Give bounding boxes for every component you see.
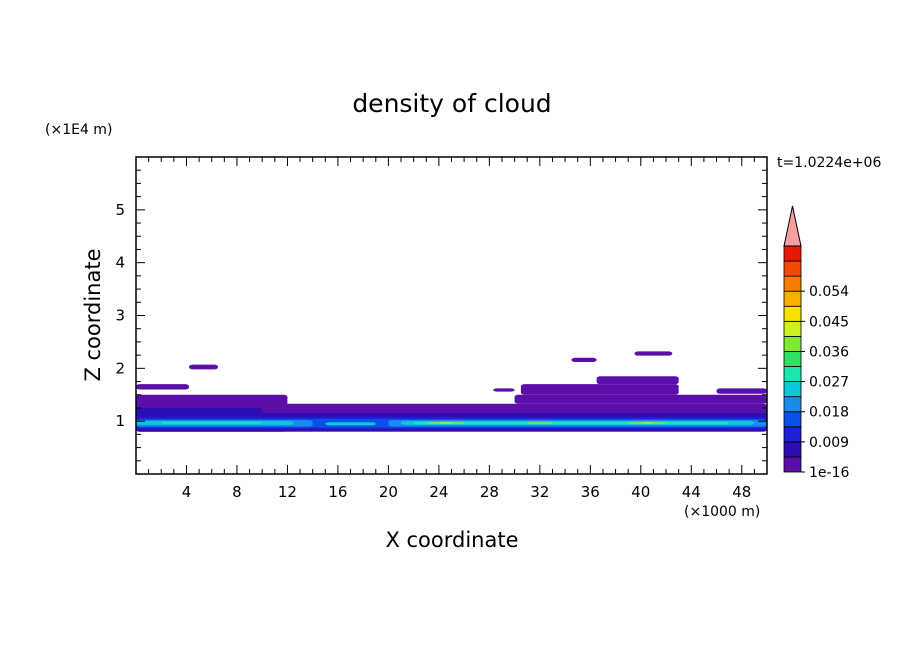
x-tick-label: 4 [182, 483, 192, 501]
colorbar-label: 0.054 [809, 284, 849, 300]
colorbar-extend-arrow [783, 205, 802, 247]
contour-region-level-9 [640, 422, 654, 424]
colorbar-swatch [783, 245, 802, 262]
colorbar-label: 0.009 [809, 435, 849, 451]
x-tick-label: 32 [530, 483, 549, 501]
colorbar-swatch [783, 290, 802, 307]
x-axis-label: X coordinate [385, 528, 518, 552]
colorbar-swatch [783, 456, 802, 473]
contour-region-level-9 [438, 422, 452, 424]
x-tick-label: 16 [328, 483, 347, 501]
x-tick-label: 48 [732, 483, 751, 501]
plot-fills [136, 351, 767, 432]
chart-title: density of cloud [352, 89, 551, 118]
contour-region-level-1 [571, 357, 597, 362]
colorbar-swatch [783, 366, 802, 382]
y-tick-label: 1 [115, 412, 125, 430]
colorbar-swatch [783, 275, 802, 292]
contour-region-level-1 [514, 394, 767, 404]
y-unit-label: (×1E4 m) [45, 122, 112, 138]
x-axis: 4 8 12 16 20 24 28 32 36 40 44 48 [148, 157, 755, 501]
colorbar-label: 0.018 [809, 405, 849, 421]
colorbar-swatch [783, 351, 802, 367]
x-tick-label: 44 [682, 483, 701, 501]
colorbar-swatch [783, 411, 802, 428]
contour-region-level-1 [596, 376, 679, 385]
contour-region-level-1 [136, 384, 190, 390]
contour-region-level-8 [527, 422, 553, 424]
y-tick-label: 3 [115, 307, 125, 325]
colorbar-swatch [783, 441, 802, 458]
x-tick-label: 24 [429, 483, 448, 501]
colorbar-swatch [783, 396, 802, 413]
x-tick-label: 36 [581, 483, 600, 501]
colorbar-swatch [783, 260, 802, 277]
colorbar-swatch [783, 305, 802, 322]
time-label: t=1.0224e+06 [777, 155, 881, 171]
x-tick-label: 8 [232, 483, 242, 501]
y-axis: 1 2 3 4 5 [115, 169, 767, 462]
y-tick-label: 2 [115, 359, 125, 377]
x-unit-label: (×1000 m) [684, 504, 760, 520]
contour-region-level-1 [716, 388, 767, 394]
colorbar-swatch [783, 320, 802, 337]
contour-region-level-1 [189, 364, 219, 370]
contour-region-level-6 [325, 422, 376, 426]
colorbar-swatch [783, 381, 802, 398]
x-tick-label: 28 [480, 483, 499, 501]
colorbar-swatch [783, 335, 802, 352]
y-tick-label: 4 [115, 254, 125, 272]
contour-region-level-1 [520, 384, 679, 395]
colorbar-label: 1e-16 [809, 465, 849, 481]
y-axis-label: Z coordinate [81, 248, 105, 381]
contour-region-level-7 [161, 421, 263, 424]
colorbar-swatch [783, 426, 802, 443]
y-tick-label: 5 [115, 201, 125, 219]
contour-region-level-1 [634, 351, 673, 356]
colorbar: 1e-16 0.009 0.018 0.027 0.036 0.045 0.054 [783, 205, 849, 481]
colorbar-label: 0.036 [809, 344, 849, 360]
colorbar-label: 0.045 [809, 314, 849, 330]
x-tick-label: 12 [278, 483, 297, 501]
x-tick-label: 40 [631, 483, 650, 501]
colorbar-label: 0.027 [809, 375, 849, 391]
x-tick-label: 20 [379, 483, 398, 501]
contour-region-level-1 [493, 388, 515, 392]
